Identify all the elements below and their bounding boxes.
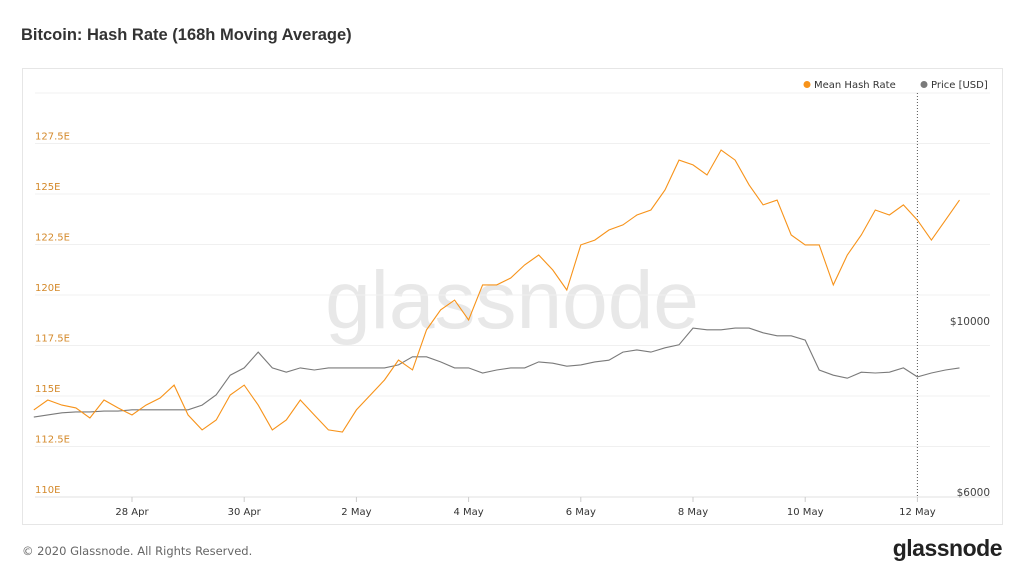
x-tick-label: 6 May (566, 507, 596, 518)
legend-item-price[interactable]: Price [USD] (920, 80, 988, 91)
legend: Mean Hash Rate Price [USD] (803, 80, 988, 91)
chart-frame (22, 68, 1003, 525)
x-tick-label: 8 May (678, 507, 708, 518)
x-tick-label: 28 Apr (115, 507, 149, 518)
series-line-price (33, 327, 960, 418)
series-line-mean-hash-rate (33, 149, 960, 433)
watermark: glassnode (325, 255, 699, 346)
y-tick-label-left: 122.5E (35, 233, 70, 244)
x-tick-label: 4 May (453, 507, 483, 518)
legend-dot-gray-icon (920, 81, 928, 88)
legend-label: Mean Hash Rate (814, 80, 896, 91)
glassnode-logo[interactable]: glassnode (892, 535, 1003, 561)
y-tick-label-left: 115E (35, 384, 60, 395)
y-tick-label-left: 127.5E (35, 132, 70, 143)
x-tick-label: 30 Apr (228, 507, 262, 518)
y-tick-label-left: 117.5E (35, 334, 70, 345)
copyright-footer: © 2020 Glassnode. All Rights Reserved. (22, 544, 253, 558)
x-tick-label: 2 May (341, 507, 371, 518)
y-tick-label-left: 125E (35, 182, 60, 193)
y-tick-label-right: $10000 (950, 316, 990, 328)
y-tick-label-left: 112.5E (35, 435, 70, 446)
legend-item-mean-hash-rate[interactable]: Mean Hash Rate (803, 80, 896, 91)
legend-dot-orange-icon (803, 81, 811, 88)
y-tick-label-left: 120E (35, 283, 60, 294)
y-tick-label-left: 110E (35, 485, 60, 496)
y-tick-label-right: $6000 (957, 487, 990, 499)
x-tick-label: 12 May (899, 507, 936, 518)
x-tick-label: 10 May (787, 507, 824, 518)
legend-label: Price [USD] (931, 80, 988, 91)
chart-title: Bitcoin: Hash Rate (168h Moving Average) (21, 26, 352, 44)
